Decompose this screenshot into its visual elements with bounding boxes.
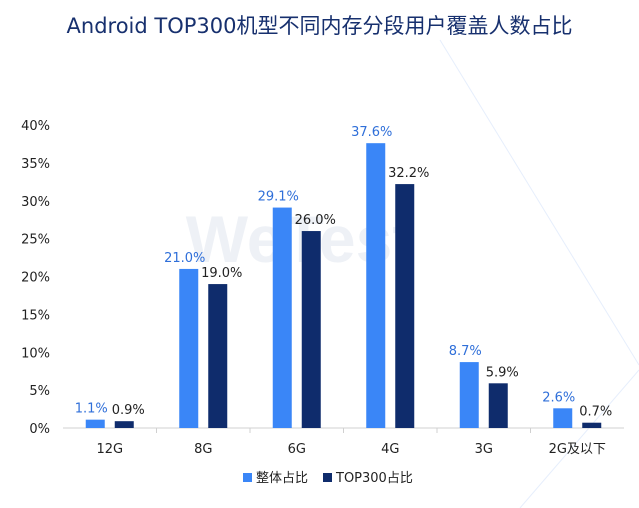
y-tick-label: 30%: [21, 195, 50, 210]
data-label: 0.7%: [579, 405, 612, 420]
x-axis: 12G 8G 6G 4G 3G 2G及以下: [63, 427, 624, 457]
y-tick-label: 40%: [21, 119, 50, 134]
data-label: 29.1%: [258, 190, 299, 205]
x-tick-label: 3G: [475, 442, 493, 457]
bar: [208, 284, 228, 428]
decor-line: [519, 369, 639, 508]
chart-title: Android TOP300机型不同内存分段用户覆盖人数占比: [66, 14, 573, 38]
bar: [114, 421, 134, 428]
legend-swatch: [323, 473, 332, 482]
legend-label: TOP300占比: [335, 471, 413, 486]
data-label: 37.6%: [351, 125, 392, 140]
data-label: 8.7%: [449, 344, 482, 359]
x-tick-label: 12G: [96, 442, 123, 457]
data-label: 2.6%: [542, 390, 575, 405]
data-label: 0.9%: [112, 403, 145, 418]
x-tick-label: 6G: [288, 442, 306, 457]
data-label: 19.0%: [201, 266, 242, 281]
y-axis: 0% 5% 10% 15% 20% 25% 30% 35% 40%: [21, 119, 50, 437]
legend-swatch: [243, 473, 252, 482]
y-tick-label: 0%: [29, 422, 50, 437]
bar: [459, 362, 479, 428]
bar: [488, 383, 508, 428]
bar: [582, 422, 602, 428]
bars: [85, 143, 602, 428]
legend: 整体占比 TOP300占比: [243, 471, 413, 486]
y-tick-label: 5%: [29, 384, 50, 399]
data-label: 21.0%: [164, 251, 205, 266]
y-tick-label: 25%: [21, 233, 50, 248]
y-tick-label: 35%: [21, 157, 50, 172]
bar: [179, 268, 199, 428]
data-label: 1.1%: [75, 402, 108, 417]
y-tick-label: 15%: [21, 308, 50, 323]
bar: [85, 419, 105, 428]
x-tick-label: 2G及以下: [549, 442, 606, 457]
bar: [272, 207, 292, 428]
decor-line: [439, 39, 639, 366]
data-label: 32.2%: [388, 166, 429, 181]
bar: [553, 408, 573, 428]
bar: [395, 184, 415, 428]
bar: [301, 231, 321, 428]
data-labels: 1.1% 0.9% 21.0%19.0% 29.1% 26.0% 37.6% 32.2% 8.…: [75, 125, 613, 420]
data-label: 26.0%: [295, 213, 336, 228]
legend-label: 整体占比: [256, 471, 308, 486]
y-tick-label: 10%: [21, 346, 50, 361]
y-tick-label: 20%: [21, 271, 50, 286]
x-tick-label: 4G: [381, 442, 399, 457]
data-label: 5.9%: [486, 365, 519, 380]
bar: [366, 143, 386, 428]
x-tick-label: 8G: [194, 442, 212, 457]
